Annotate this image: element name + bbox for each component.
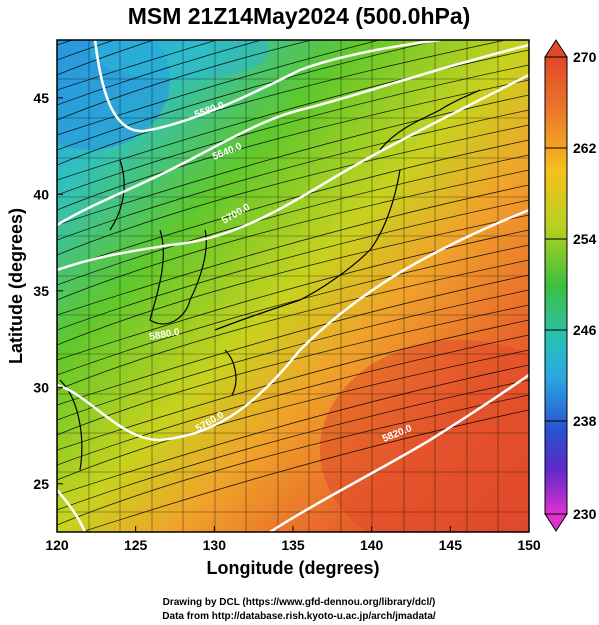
y-tick-label: 35 xyxy=(33,283,49,299)
x-axis-label: Longitude (degrees) xyxy=(206,558,379,578)
streamline xyxy=(57,40,116,61)
credit-data: Data from http://database.rish.kyoto-u.a… xyxy=(162,611,436,622)
x-tick-label: 145 xyxy=(439,537,463,553)
colorbar-tick-label: 230 xyxy=(573,506,597,522)
streamline xyxy=(57,184,529,316)
streamline xyxy=(57,154,529,286)
colorbar-tick-label: 246 xyxy=(573,322,597,338)
streamline xyxy=(57,304,529,436)
y-axis-label: Latitude (degrees) xyxy=(6,208,26,364)
streamline xyxy=(57,40,219,91)
streamline xyxy=(57,244,529,376)
colorbar-bar xyxy=(544,56,568,515)
x-tick-label: 135 xyxy=(281,537,305,553)
streamline xyxy=(57,289,529,421)
colorbar-tick-label: 262 xyxy=(573,140,597,156)
streamline xyxy=(57,274,529,406)
x-tick-label: 140 xyxy=(360,537,384,553)
streamline xyxy=(57,64,529,196)
height-contours xyxy=(57,40,529,532)
streamline xyxy=(57,139,529,271)
colorbar-top-arrow xyxy=(544,39,568,58)
y-tick-label: 25 xyxy=(33,476,49,492)
map-field: 5580.0 5640.0 5700.0 5760.0 5820.0 5880.… xyxy=(57,40,529,532)
streamline xyxy=(57,40,156,76)
streamline xyxy=(57,79,529,211)
y-axis-ticks: 25 30 35 40 45 xyxy=(33,90,63,492)
streamline xyxy=(57,394,529,526)
colorbar-tick-label: 238 xyxy=(573,413,597,429)
streamline xyxy=(57,199,529,331)
streamline xyxy=(57,40,313,121)
streamline xyxy=(57,124,529,256)
streamline xyxy=(57,169,529,301)
x-tick-label: 120 xyxy=(45,537,69,553)
streamline xyxy=(57,40,264,106)
streamline xyxy=(57,334,529,466)
y-tick-label: 40 xyxy=(33,186,49,202)
credit-drawing: Drawing by DCL (https://www.gfd-dennou.o… xyxy=(163,597,436,608)
streamline xyxy=(57,349,529,481)
colorbar: 270 262 254 246 238 230 xyxy=(544,39,597,532)
streamline xyxy=(57,109,529,241)
streamline xyxy=(57,40,508,166)
chart-title: MSM 21Z14May2024 (500.0hPa) xyxy=(128,3,471,29)
y-tick-label: 45 xyxy=(33,90,49,106)
colorbar-bottom-arrow xyxy=(544,513,568,532)
streamline xyxy=(57,379,529,511)
y-tick-label: 30 xyxy=(33,379,49,395)
streamline xyxy=(57,364,529,496)
x-axis-ticks: 120 125 130 135 140 145 150 xyxy=(45,526,541,553)
colorbar-tick-label: 254 xyxy=(573,231,597,247)
streamline xyxy=(57,40,441,151)
streamline xyxy=(57,94,529,226)
x-tick-label: 150 xyxy=(517,537,541,553)
x-tick-label: 130 xyxy=(203,537,227,553)
streamline xyxy=(57,229,529,361)
x-tick-label: 125 xyxy=(124,537,148,553)
contour-label: 5880.0 xyxy=(149,327,181,343)
streamline xyxy=(57,259,529,391)
colorbar-tick-label: 270 xyxy=(573,49,597,65)
